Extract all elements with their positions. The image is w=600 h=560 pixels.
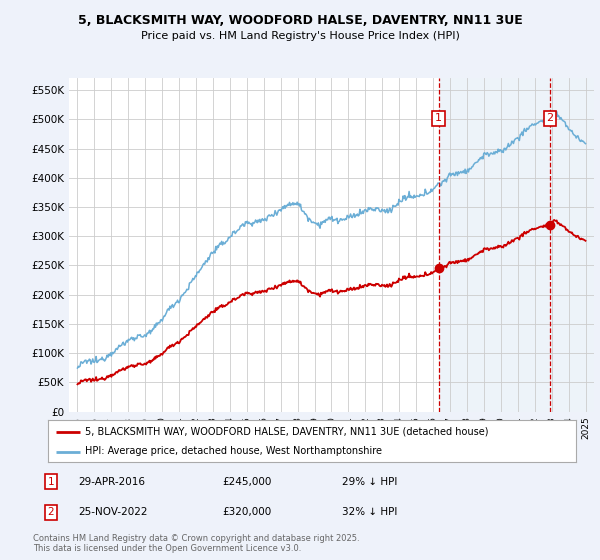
Text: 2: 2	[547, 113, 554, 123]
Text: HPI: Average price, detached house, West Northamptonshire: HPI: Average price, detached house, West…	[85, 446, 382, 456]
Text: 32% ↓ HPI: 32% ↓ HPI	[342, 507, 397, 517]
Text: 1: 1	[435, 113, 442, 123]
Text: Contains HM Land Registry data © Crown copyright and database right 2025.
This d: Contains HM Land Registry data © Crown c…	[33, 534, 359, 553]
Bar	[439, 78, 594, 412]
Text: 5, BLACKSMITH WAY, WOODFORD HALSE, DAVENTRY, NN11 3UE (detached house): 5, BLACKSMITH WAY, WOODFORD HALSE, DAVEN…	[85, 427, 488, 437]
Text: 5, BLACKSMITH WAY, WOODFORD HALSE, DAVENTRY, NN11 3UE: 5, BLACKSMITH WAY, WOODFORD HALSE, DAVEN…	[77, 14, 523, 27]
Text: Price paid vs. HM Land Registry's House Price Index (HPI): Price paid vs. HM Land Registry's House …	[140, 31, 460, 41]
Text: 29-APR-2016: 29-APR-2016	[78, 477, 145, 487]
Text: 1: 1	[47, 477, 55, 487]
Text: £245,000: £245,000	[222, 477, 271, 487]
Text: 29% ↓ HPI: 29% ↓ HPI	[342, 477, 397, 487]
Text: 25-NOV-2022: 25-NOV-2022	[78, 507, 148, 517]
Text: £320,000: £320,000	[222, 507, 271, 517]
Text: 2: 2	[47, 507, 55, 517]
